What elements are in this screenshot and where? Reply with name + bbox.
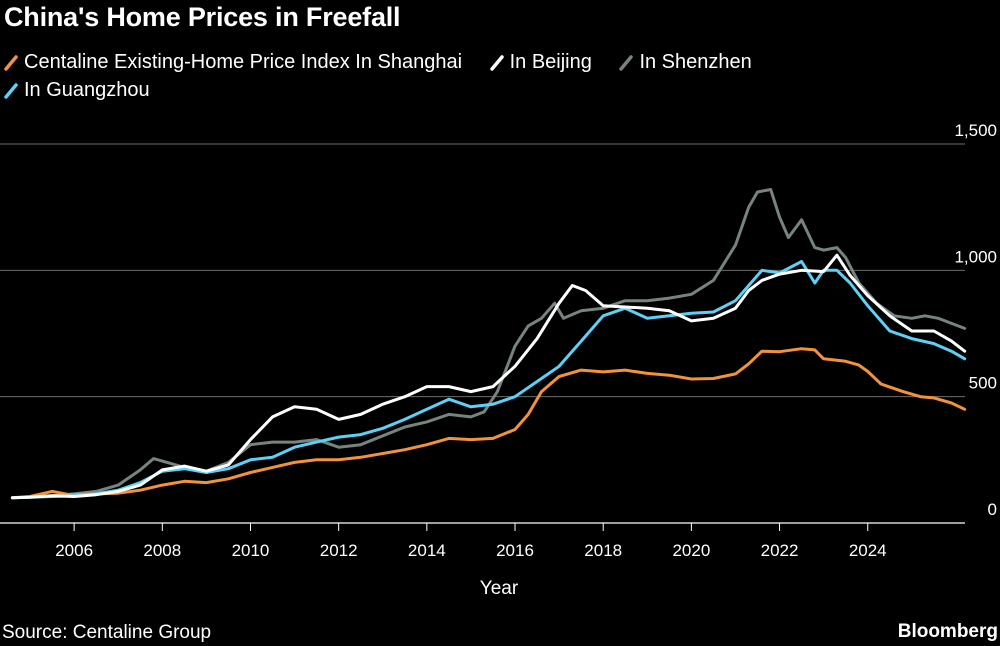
legend-swatch-guangzhou xyxy=(4,83,18,99)
y-tick-label-1000: 1,000 xyxy=(954,247,997,266)
chart-title: China's Home Prices in Freefall xyxy=(4,2,401,32)
x-tick-label-2024: 2024 xyxy=(849,541,887,560)
bloomberg-logo: Bloomberg xyxy=(897,621,998,642)
legend-label-beijing: In Beijing xyxy=(509,51,592,73)
source-note: Source: Centaline Group xyxy=(2,622,212,643)
x-tick-label-2010: 2010 xyxy=(232,541,270,560)
x-tick-label-2014: 2014 xyxy=(408,541,446,560)
legend-label-guangzhou: In Guangzhou xyxy=(24,79,150,101)
series-line-beijing xyxy=(10,253,967,500)
x-tick-label-2018: 2018 xyxy=(584,541,622,560)
series-line-shenzhen xyxy=(10,188,967,500)
y-tick-label-0: 0 xyxy=(988,500,997,519)
legend-item-guangzhou: In Guangzhou xyxy=(4,76,150,104)
legend-label-shanghai: Centaline Existing-Home Price Index In S… xyxy=(24,51,463,73)
x-tick-label-2012: 2012 xyxy=(320,541,358,560)
x-tick-label-2022: 2022 xyxy=(761,541,799,560)
legend-item-beijing: In Beijing xyxy=(489,48,592,76)
x-tick-label-2020: 2020 xyxy=(672,541,710,560)
legend-item-shenzhen: In Shenzhen xyxy=(619,48,752,76)
x-tick-label-2008: 2008 xyxy=(143,541,181,560)
y-tick-label-1500: 1,500 xyxy=(954,121,997,140)
legend-swatch-beijing xyxy=(489,55,504,71)
legend-swatch-shenzhen xyxy=(619,55,634,71)
x-tick-label-2006: 2006 xyxy=(55,541,93,560)
series-line-guangzhou xyxy=(10,260,967,500)
series-line-shanghai xyxy=(10,347,967,500)
legend-label-shenzhen: In Shenzhen xyxy=(639,51,752,73)
legend: Centaline Existing-Home Price Index In S… xyxy=(4,48,904,104)
y-tick-label-500: 500 xyxy=(969,374,997,393)
legend-swatch-shanghai xyxy=(4,55,18,71)
legend-item-shanghai: Centaline Existing-Home Price Index In S… xyxy=(4,48,462,76)
x-axis-title: Year xyxy=(480,578,519,599)
x-tick-label-2016: 2016 xyxy=(496,541,534,560)
